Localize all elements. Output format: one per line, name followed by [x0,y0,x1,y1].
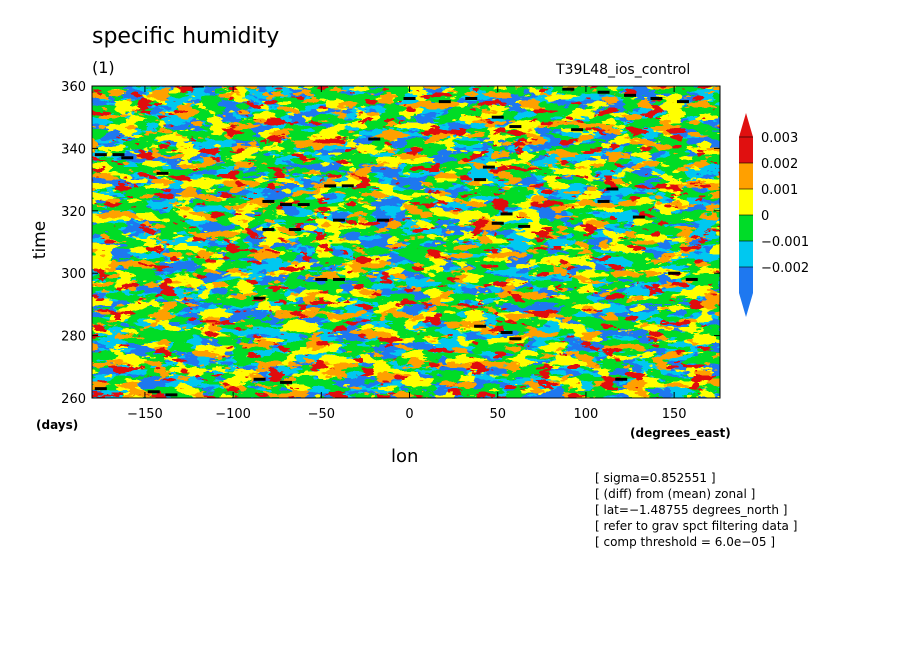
colorbar-label: −0.001 [761,235,809,250]
marker-dash [121,156,134,160]
marker-dash [491,221,504,225]
y-tick-label: 280 [61,330,86,345]
x-tick-label: −150 [127,407,163,422]
note-line: [ lat=−1.48755 degrees_north ] [595,503,788,517]
colorbar-bottom-triangle [739,293,753,317]
marker-dash [324,184,337,188]
marker-dash [262,228,275,232]
note-line: [ sigma=0.852551 ] [595,471,716,485]
colorbar-label: −0.002 [761,261,809,276]
y-tick-label: 260 [61,392,86,407]
marker-dash [465,96,478,100]
annotation-notes: [ sigma=0.852551 ] [ (diff) from (mean) … [595,470,797,550]
colorbar-segment [739,241,753,267]
colorbar-label: 0.003 [761,131,798,146]
marker-dash [297,203,310,207]
note-line: [ (diff) from (mean) zonal ] [595,487,756,501]
marker-dash [482,165,495,169]
y-tick-label: 360 [61,80,86,95]
marker-dash [571,128,584,132]
axes: −150 −100 −50 0 50 100 150 260 280 300 320 340 360 [61,80,720,422]
colorbar-label: 0.002 [761,157,798,172]
marker-dash [474,324,487,328]
marker-dash [341,184,354,188]
marker-dash [253,377,266,381]
marker-dash [280,203,293,207]
marker-dash [280,380,293,384]
marker-dash [676,100,689,104]
marker-dash [262,199,275,203]
x-axis-title: lon [391,446,419,467]
marker-dash [112,153,125,157]
marker-dash [165,393,178,397]
marker-dash [94,387,107,391]
marker-dash [632,215,645,219]
chart-title: specific humidity [92,24,280,49]
x-tick-label: 100 [574,407,599,422]
colorbar: 0.003 0.002 0.001 0 −0.001 −0.002 [739,113,809,317]
x-tick-label: 150 [662,407,687,422]
x-tick-label: 0 [405,407,413,422]
x-tick-label: −100 [215,407,251,422]
marker-dash [518,224,531,228]
threshold-markers [94,86,698,397]
marker-dash [332,277,345,281]
marker-dash [500,330,513,334]
marker-dash [509,125,522,129]
marker-dash [650,96,663,100]
marker-dash [685,277,698,281]
note-line: [ comp threshold = 6.0e−05 ] [595,535,776,549]
marker-dash [403,96,416,100]
marker-dash [491,115,504,119]
colorbar-segment [739,215,753,241]
y-axis-unit: (days) [36,418,79,432]
x-tick-label: 50 [489,407,506,422]
marker-dash [288,228,301,232]
marker-dash [156,171,169,175]
marker-dash [438,100,451,104]
colorbar-segment [739,137,753,163]
chart-subtitle-left: (1) [92,58,115,77]
marker-dash [500,212,513,216]
marker-dash [668,271,681,275]
marker-dash [597,199,610,203]
plot-frame [91,85,721,399]
colorbar-label: 0.001 [761,183,798,198]
y-tick-label: 340 [61,142,86,157]
note-line: [ refer to grav spct filtering data ] [595,519,798,533]
marker-dash [624,93,637,97]
heatmap-band [92,86,720,398]
marker-dash [597,90,610,94]
y-tick-label: 300 [61,267,86,282]
marker-dash [94,153,107,157]
marker-dash [315,277,328,281]
marker-dash [377,218,390,222]
marker-dash [562,87,575,91]
colorbar-label: 0 [761,209,769,224]
colorbar-segment [739,163,753,189]
x-tick-label: −50 [308,407,335,422]
heatmap-field [92,86,720,398]
y-tick-label: 320 [61,205,86,220]
marker-dash [332,218,345,222]
x-axis-unit: (degrees_east) [630,426,731,440]
colorbar-segment [739,189,753,215]
chart-subtitle-right: T39L48_ios_control [556,62,691,78]
marker-dash [253,296,266,300]
marker-dash [368,137,381,141]
marker-dash [615,377,628,381]
marker-dash [474,178,487,182]
marker-dash [147,390,160,394]
marker-dash [509,337,522,341]
colorbar-segment [739,267,753,293]
colorbar-top-triangle [739,113,753,137]
marker-dash [606,187,619,191]
marker-dash [191,86,204,88]
